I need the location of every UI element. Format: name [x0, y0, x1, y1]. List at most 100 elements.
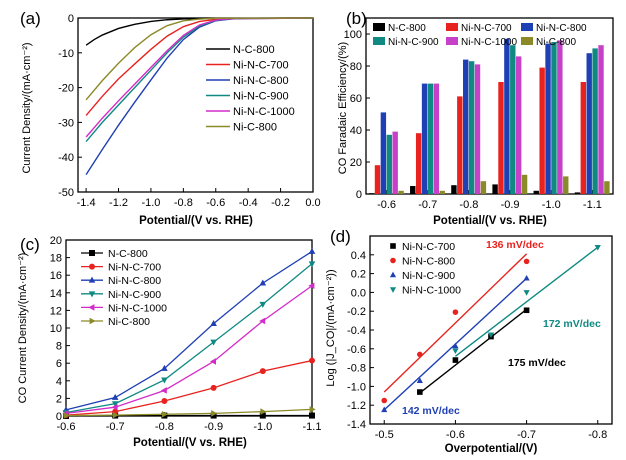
bar: [598, 45, 604, 195]
bar: [574, 192, 581, 194]
panel-d: -0.5 -0.6 -0.7 -0.8 -1.4 -1.2 -1.0 -0.8 -0.6 -0.4…: [325, 227, 613, 455]
y-tick-label: 0: [356, 189, 362, 201]
y-axis-label: Current Density/(mA·cm⁻²): [21, 42, 33, 173]
legend-marker: [389, 287, 397, 293]
series-line-Ni-N-C-900: [65, 263, 313, 414]
legend-marker: [88, 304, 95, 311]
data-point: [417, 351, 423, 358]
data-point: [452, 342, 459, 349]
x-tick-label: -0.7: [418, 199, 437, 211]
y-tick-label: 4: [56, 376, 62, 388]
bar: [421, 83, 428, 194]
x-tick-label: -1.0: [542, 199, 561, 211]
bar: [439, 190, 445, 194]
panel-b: 0 20 40 60 80 100 -0.6 -0.7 -0.8 -0.9 -1.0 -1.1 N-C-…: [337, 9, 614, 227]
bar: [468, 61, 475, 195]
data-point: [63, 412, 70, 419]
legend-marker: [89, 250, 95, 256]
legend-swatch: [373, 23, 385, 31]
data-point: [161, 377, 168, 384]
y-tick-label: 0: [68, 13, 74, 25]
x-tick-label: -0.5: [375, 429, 394, 441]
data-point: [161, 364, 168, 371]
y-tick-label: 16: [50, 270, 62, 282]
bar: [427, 83, 434, 194]
slope-annotation: 136 mV/dec: [486, 239, 544, 251]
y-tick-label: 12: [50, 305, 62, 317]
legend-marker: [89, 263, 95, 270]
series-line-Ni-N-C-1000: [85, 17, 314, 138]
bar: [380, 112, 387, 194]
bar: [410, 186, 416, 194]
bar: [492, 184, 498, 194]
legend-label: N-C-800: [108, 248, 148, 260]
bar: [545, 43, 551, 194]
y-tick-label: 20: [350, 157, 362, 169]
legend-label: Ni-N-C-1000: [461, 37, 518, 48]
legend-marker: [390, 257, 396, 264]
data-point: [308, 261, 316, 268]
x-tick-label: -1.1: [303, 421, 322, 433]
bar: [415, 133, 422, 194]
data-point: [594, 245, 601, 251]
y-tick-label: -1.0: [347, 381, 366, 393]
x-tick-label: -0.8: [174, 197, 193, 209]
y-tick-label: -0.8: [347, 363, 366, 375]
legend-label: Ni-N-C-900: [388, 37, 439, 48]
legend-label: Ni-N-C-700: [461, 23, 512, 34]
data-point: [259, 412, 266, 419]
y-tick-label: 6: [56, 358, 62, 370]
y-tick-label: 18: [50, 253, 62, 265]
legend-label: Ni-N-C-1000: [233, 106, 295, 118]
bar: [474, 64, 481, 195]
y-axis-label: Log (|J_CO|/(mA·cm⁻²)): [325, 269, 337, 386]
y-tick-label: 10: [50, 323, 62, 335]
bar: [521, 174, 528, 194]
series-line-Ni-N-C-1000: [65, 285, 313, 415]
legend-marker: [88, 276, 96, 283]
bar: [580, 82, 587, 194]
data-point: [260, 408, 267, 415]
legend-swatch: [521, 37, 533, 45]
data-point: [309, 406, 316, 413]
bar: [510, 45, 516, 195]
x-axis-label: Potential/(V vs. RHE): [433, 215, 547, 227]
data-point: [309, 412, 315, 419]
legend-label: Ni-N-C-1000: [108, 302, 167, 314]
panel-label: (d): [330, 227, 351, 246]
plot-frame: [365, 17, 614, 195]
y-tick-label: 100: [344, 29, 362, 41]
x-tick-label: -0.6: [206, 197, 225, 209]
data-point: [210, 339, 217, 346]
data-point: [452, 309, 459, 315]
bar: [498, 82, 504, 194]
legend-label: Ni-N-C-700: [108, 262, 161, 274]
y-tick-label: -1.4: [347, 419, 366, 431]
bar: [457, 96, 463, 194]
plot-frame: [77, 17, 314, 193]
data-point: [523, 274, 530, 281]
data-point: [111, 393, 119, 400]
legend-label: Ni-C-800: [536, 37, 576, 48]
y-tick-label: 20: [50, 235, 62, 247]
x-tick-label: -0.8: [459, 199, 478, 211]
data-point: [523, 258, 530, 265]
bar: [386, 134, 392, 194]
legend-label: Ni-N-C-800: [402, 256, 455, 268]
x-tick-label: -1.2: [109, 197, 128, 209]
y-tick-label: 0.2: [351, 269, 366, 281]
bar: [433, 83, 440, 194]
legend-label: Ni-N-C-700: [233, 60, 289, 72]
bar: [374, 165, 381, 194]
series-line-Ni-N-C-700: [65, 359, 313, 416]
legend-label: Ni-C-800: [233, 122, 277, 134]
legend-label: Ni-N-C-900: [402, 270, 455, 282]
data-point: [452, 348, 459, 355]
y-axis-label: CO Current Density/(mA·cm⁻²): [17, 253, 29, 404]
x-tick-label: -0.9: [501, 199, 520, 211]
x-tick-label: -0.9: [204, 421, 223, 433]
data-point: [308, 282, 315, 290]
bar: [563, 176, 569, 194]
bar: [451, 185, 457, 194]
